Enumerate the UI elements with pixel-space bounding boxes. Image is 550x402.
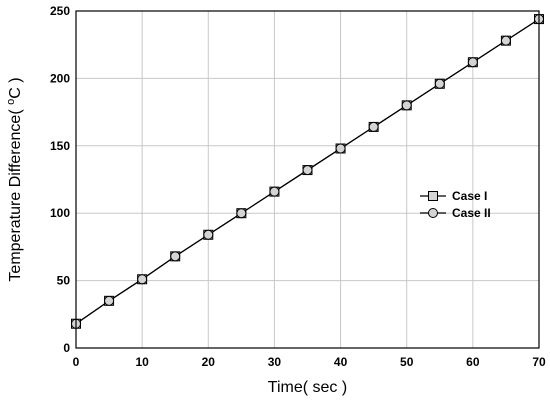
legend: Case I Case II bbox=[420, 189, 491, 220]
x-tick-label: 40 bbox=[334, 355, 348, 369]
x-tick-label: 30 bbox=[268, 355, 282, 369]
data-point-circle bbox=[236, 208, 247, 219]
data-point-circle bbox=[434, 78, 445, 89]
y-axis-title-main: Temperature Difference( bbox=[7, 105, 24, 282]
y-tick-label: 200 bbox=[50, 71, 70, 85]
legend-circle-icon bbox=[428, 208, 438, 218]
y-tick-label: 100 bbox=[50, 206, 70, 220]
data-markers bbox=[71, 14, 544, 329]
plot-frame bbox=[75, 10, 540, 349]
y-tick-label: 50 bbox=[57, 274, 71, 288]
x-tick-labels: 0 10 20 30 40 50 60 70 bbox=[73, 355, 546, 369]
data-point-circle bbox=[368, 121, 379, 132]
data-point-circle bbox=[335, 143, 346, 154]
legend-label: Case II bbox=[452, 206, 491, 220]
legend-square-icon bbox=[428, 191, 438, 201]
x-axis-title: Time( sec ) bbox=[268, 379, 347, 396]
y-tick-label: 250 bbox=[50, 4, 70, 18]
data-point-circle bbox=[302, 165, 313, 176]
x-tick-label: 10 bbox=[135, 355, 149, 369]
y-axis-title-degree: o bbox=[5, 99, 17, 105]
data-point-circle bbox=[401, 100, 412, 111]
y-axis-title: Temperature Difference( oC ) bbox=[5, 77, 24, 281]
y-axis-title-unit: C ) bbox=[7, 77, 24, 98]
x-tick-label: 0 bbox=[73, 355, 80, 369]
y-tick-label: 0 bbox=[63, 341, 70, 355]
data-point-circle bbox=[467, 57, 478, 68]
y-tick-labels: 0 50 100 150 200 250 bbox=[50, 4, 70, 355]
data-point-circle bbox=[500, 35, 511, 46]
x-tick-label: 60 bbox=[466, 355, 480, 369]
data-point-circle bbox=[269, 186, 280, 197]
data-point-circle bbox=[137, 274, 148, 285]
data-point-circle bbox=[203, 229, 214, 240]
x-tick-label: 50 bbox=[400, 355, 414, 369]
data-point-circle bbox=[170, 251, 181, 262]
y-tick-label: 150 bbox=[50, 139, 70, 153]
legend-label: Case I bbox=[452, 189, 487, 203]
x-tick-label: 70 bbox=[532, 355, 546, 369]
data-point-circle bbox=[104, 295, 115, 306]
x-tick-label: 20 bbox=[202, 355, 216, 369]
